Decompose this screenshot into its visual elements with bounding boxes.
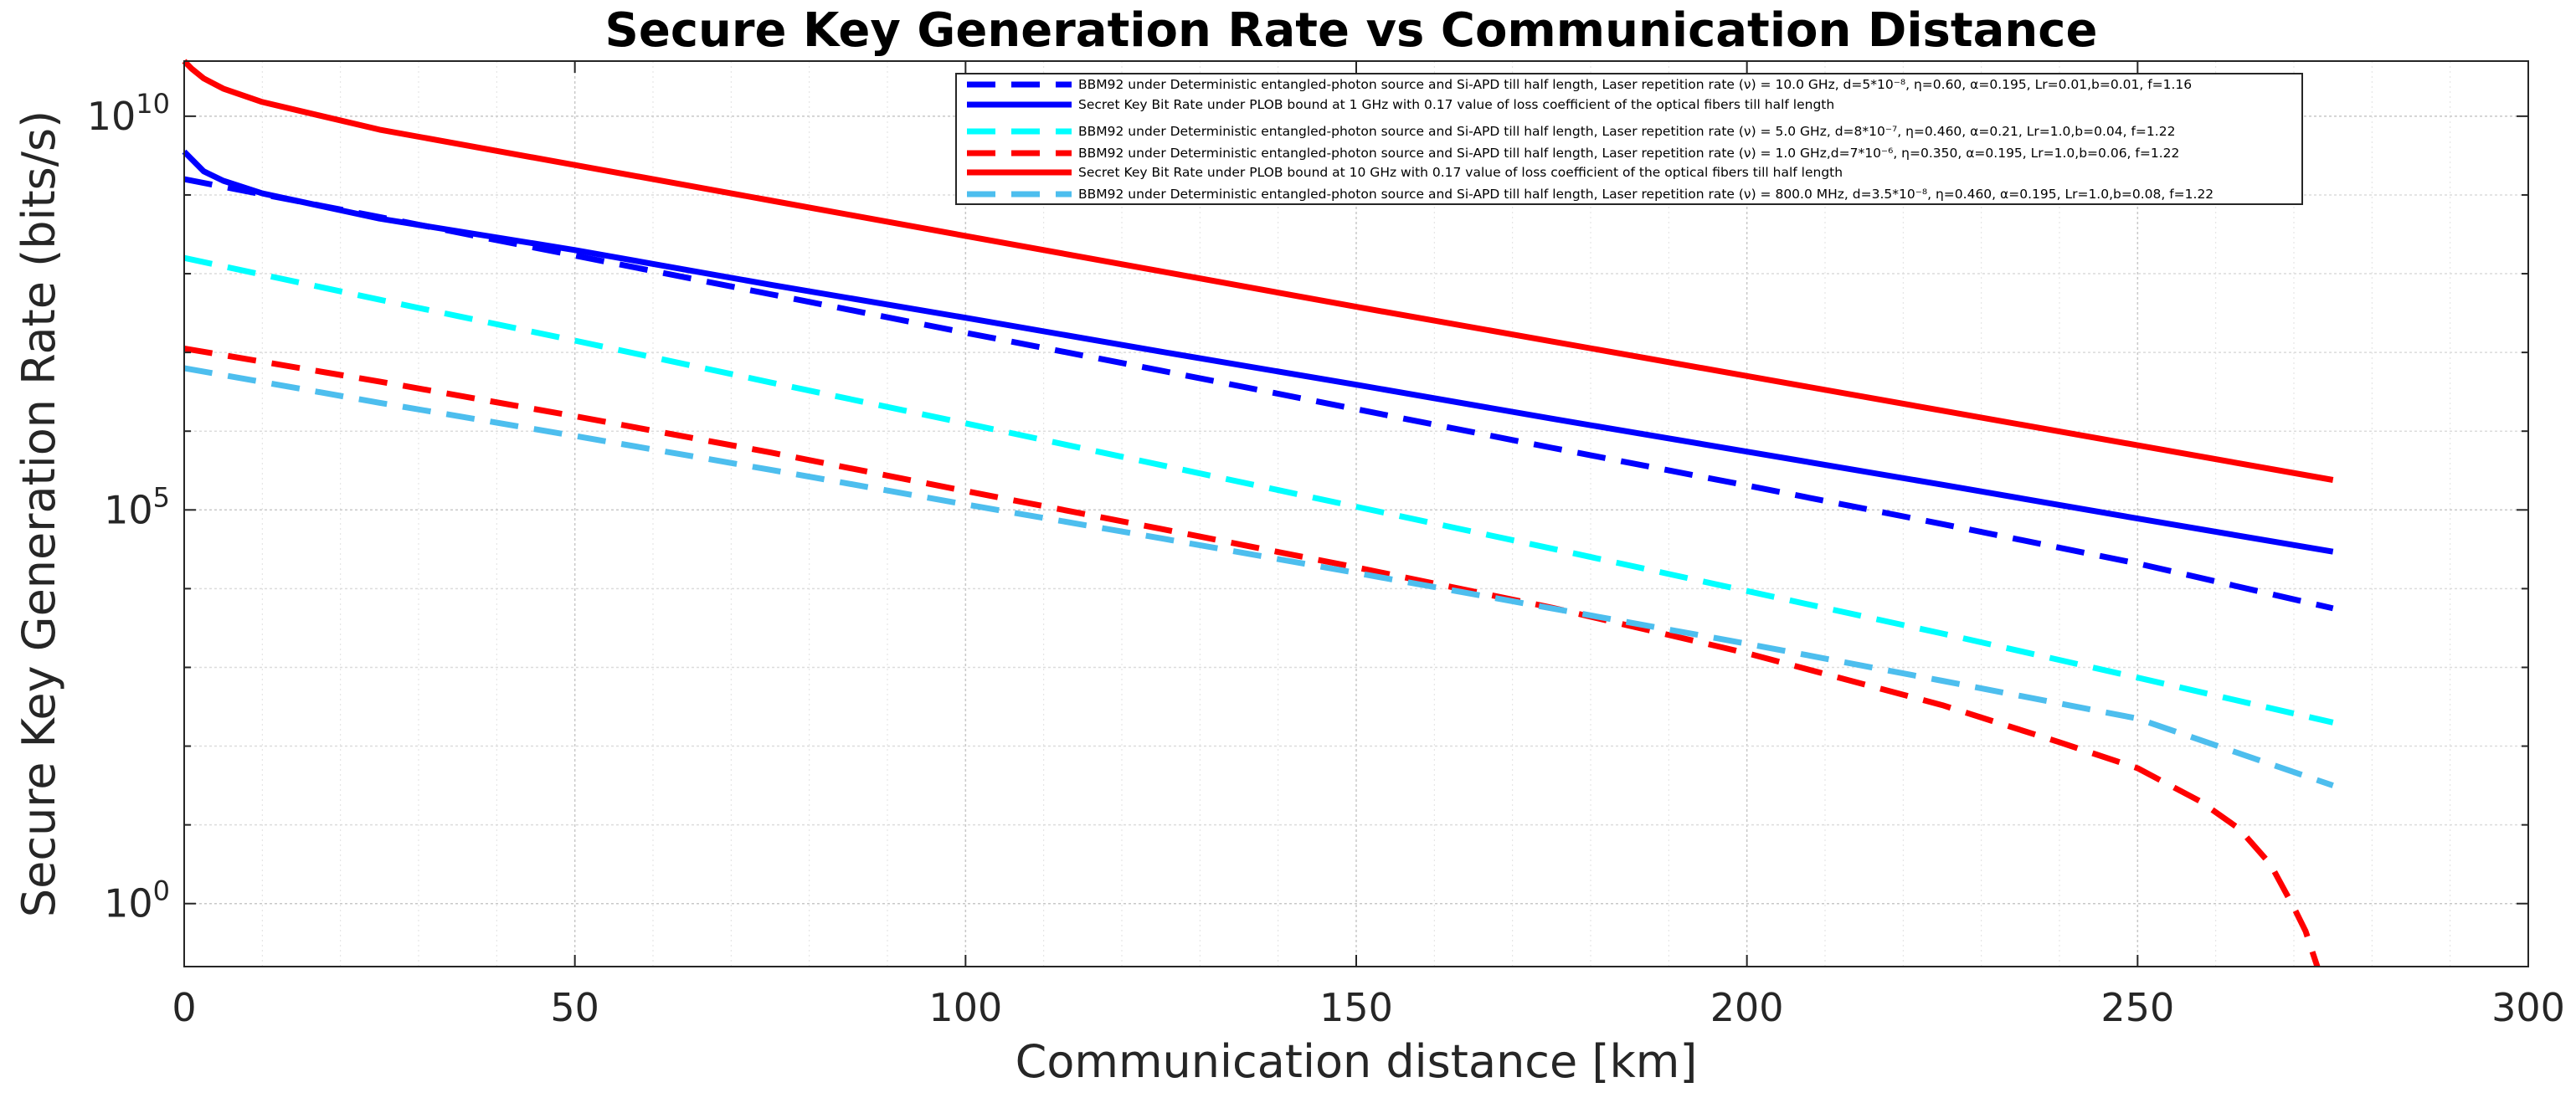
- x-tick-label: 200: [1710, 985, 1784, 1030]
- x-axis-label: Communication distance [km]: [1015, 1035, 1698, 1088]
- series-line-2: [182, 149, 2334, 555]
- series-line-1: [183, 176, 2334, 612]
- series-line-6: [183, 365, 2334, 788]
- x-tick-label: 250: [2100, 985, 2174, 1030]
- y-tick-labels: 100 105 1010: [87, 88, 170, 926]
- series-line-4: [183, 345, 2321, 968]
- legend-label-2: Secret Key Bit Rate under PLOB bound at …: [1078, 97, 1834, 112]
- series-line-3: [183, 254, 2334, 726]
- y-axis-label: Secure Key Generation Rate (bits/s): [13, 110, 65, 917]
- legend-box: [955, 73, 2303, 205]
- x-tick-label: 50: [550, 985, 599, 1030]
- legend-label-3: BBM92 under Deterministic entangled-phot…: [1078, 124, 2175, 139]
- y-tick-label: 1010: [87, 88, 170, 139]
- x-tick-label: 100: [928, 985, 1002, 1030]
- x-tick-label: 0: [172, 985, 196, 1030]
- ticks: [183, 61, 2529, 967]
- legend-label-4: BBM92 under Deterministic entangled-phot…: [1078, 146, 2179, 161]
- series-group: [182, 59, 2334, 968]
- x-tick-labels: 0 50 100 150 200 250 300: [172, 985, 2565, 1030]
- legend-label-6: BBM92 under Deterministic entangled-phot…: [1078, 187, 2214, 202]
- legend-label-5: Secret Key Bit Rate under PLOB bound at …: [1078, 165, 1843, 180]
- legend-label-1: BBM92 under Deterministic entangled-phot…: [1078, 77, 2192, 92]
- plot-area: [182, 59, 2334, 968]
- y-tick-label: 100: [104, 875, 170, 926]
- x-tick-label: 150: [1319, 985, 1393, 1030]
- series-line-5: [182, 59, 2334, 483]
- x-tick-label: 300: [2491, 985, 2565, 1030]
- y-tick-label: 105: [104, 481, 170, 532]
- chart-title: Secure Key Generation Rate vs Communicat…: [605, 3, 2098, 58]
- legend: BBM92 under Deterministic entangled-phot…: [955, 73, 2303, 205]
